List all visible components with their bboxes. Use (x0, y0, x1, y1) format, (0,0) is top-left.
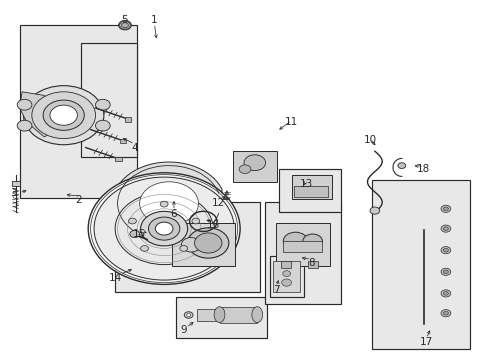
Circle shape (192, 218, 200, 224)
Bar (273, 261, 300, 292)
Circle shape (17, 120, 32, 131)
Text: 9: 9 (180, 325, 187, 336)
Text: 13: 13 (299, 179, 313, 189)
Circle shape (282, 279, 292, 286)
Text: 11: 11 (285, 117, 298, 127)
Bar (372, 180, 470, 349)
Circle shape (441, 205, 451, 212)
Circle shape (443, 248, 448, 252)
Circle shape (181, 238, 201, 252)
Text: 3: 3 (10, 188, 17, 198)
Bar (283, 241, 322, 252)
Bar (281, 261, 291, 268)
Circle shape (244, 155, 266, 171)
Bar (270, 256, 304, 297)
Text: 15: 15 (133, 229, 147, 239)
Bar (308, 261, 318, 268)
Circle shape (119, 21, 131, 30)
Circle shape (141, 246, 148, 251)
Polygon shape (140, 182, 198, 225)
Text: 8: 8 (308, 258, 315, 268)
Bar (176, 297, 267, 338)
Circle shape (24, 86, 104, 145)
Bar (276, 223, 330, 266)
Circle shape (160, 201, 168, 207)
Circle shape (239, 165, 251, 174)
Bar (172, 223, 235, 266)
Polygon shape (119, 22, 131, 29)
Circle shape (441, 247, 451, 254)
Circle shape (441, 290, 451, 297)
Bar (12, 181, 20, 186)
Text: 14: 14 (108, 273, 122, 283)
Circle shape (155, 222, 173, 235)
Circle shape (43, 100, 84, 130)
Text: 17: 17 (419, 337, 433, 347)
Circle shape (398, 163, 406, 168)
Polygon shape (20, 92, 69, 137)
Circle shape (96, 99, 110, 110)
Circle shape (148, 217, 180, 240)
Text: 6: 6 (171, 209, 177, 219)
Bar (115, 157, 122, 161)
Circle shape (443, 207, 448, 211)
Bar (233, 151, 277, 182)
Circle shape (128, 218, 136, 224)
Circle shape (32, 92, 96, 139)
Circle shape (50, 105, 77, 125)
Circle shape (17, 99, 32, 110)
Text: 7: 7 (273, 285, 280, 295)
Text: 10: 10 (364, 135, 376, 145)
Circle shape (184, 312, 193, 318)
Circle shape (188, 228, 229, 258)
Bar (115, 202, 260, 292)
Circle shape (96, 120, 110, 131)
Text: 4: 4 (131, 143, 138, 153)
Circle shape (441, 310, 451, 317)
Bar (20, 25, 137, 198)
Circle shape (443, 292, 448, 295)
Text: 2: 2 (75, 195, 82, 205)
Circle shape (88, 173, 240, 284)
Circle shape (130, 230, 140, 238)
Bar (294, 186, 328, 197)
Circle shape (443, 227, 448, 230)
Text: 16: 16 (206, 220, 220, 230)
Circle shape (115, 193, 213, 265)
Text: 18: 18 (417, 164, 431, 174)
Circle shape (141, 211, 188, 246)
Bar (265, 202, 341, 304)
Polygon shape (113, 162, 222, 245)
Ellipse shape (214, 307, 225, 323)
Circle shape (122, 23, 128, 28)
Text: 1: 1 (151, 15, 158, 25)
Bar (81, 43, 137, 157)
Bar (120, 139, 126, 143)
Circle shape (187, 314, 191, 316)
Circle shape (443, 270, 448, 274)
Circle shape (303, 234, 322, 248)
Bar (125, 117, 131, 122)
Circle shape (195, 233, 222, 253)
Bar (197, 309, 216, 321)
Ellipse shape (252, 307, 263, 323)
Circle shape (441, 225, 451, 232)
Circle shape (180, 246, 188, 251)
Circle shape (370, 207, 380, 214)
Text: 5: 5 (122, 15, 128, 25)
Circle shape (441, 268, 451, 275)
Text: 12: 12 (211, 198, 225, 208)
Bar (279, 169, 341, 212)
Circle shape (94, 177, 234, 280)
Circle shape (283, 232, 308, 250)
Bar (220, 307, 257, 323)
Circle shape (443, 311, 448, 315)
Circle shape (283, 271, 291, 276)
Bar (292, 175, 332, 199)
